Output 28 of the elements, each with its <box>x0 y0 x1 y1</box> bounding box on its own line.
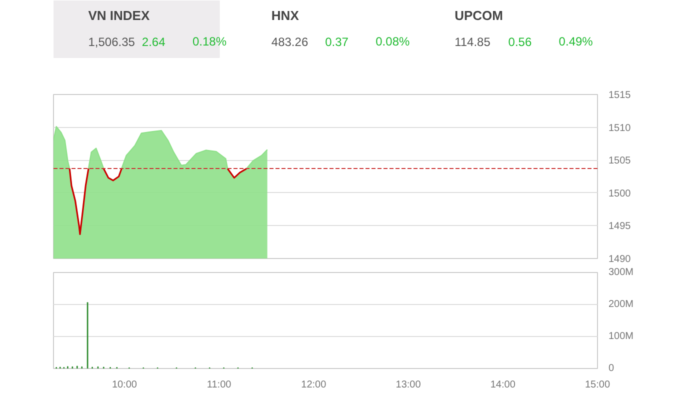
x-tick-label: 11:00 <box>206 380 232 390</box>
text: 2.64 <box>142 35 166 49</box>
category-label: VN INDEX <box>88 8 150 23</box>
y-tick-label: 1500 <box>608 188 632 200</box>
text: 1,506.35 <box>88 35 136 49</box>
text: 114.85 <box>454 35 491 49</box>
text: 0.49% <box>558 34 594 48</box>
y-tick-label: 1515 <box>608 90 632 101</box>
y-tick-label: 100M <box>608 331 634 342</box>
x-tick-label: 13:00 <box>396 380 422 390</box>
text: 0.18% <box>192 34 227 48</box>
text: 0.08% <box>376 34 410 48</box>
text: 0.37 <box>325 35 349 49</box>
category-label: HNX <box>271 8 300 23</box>
x-tick-label: 14:00 <box>490 380 516 390</box>
y-tick-label: 1510 <box>608 122 632 134</box>
y-tick-label: 200M <box>608 299 634 310</box>
category-label: UPCOM <box>454 8 503 23</box>
y-tick-label: 1505 <box>608 156 632 167</box>
y-tick-label: 1495 <box>608 221 632 232</box>
y-tick-label: 300M <box>608 267 634 278</box>
x-tick-label: 15:00 <box>584 380 610 390</box>
text: 0.56 <box>508 35 532 49</box>
x-tick-label: 10:00 <box>112 380 138 390</box>
y-tick-label: 1490 <box>608 254 632 265</box>
x-tick-label: 12:00 <box>301 380 327 390</box>
text: 483.26 <box>271 35 308 49</box>
y-tick-label: 0 <box>608 363 614 374</box>
